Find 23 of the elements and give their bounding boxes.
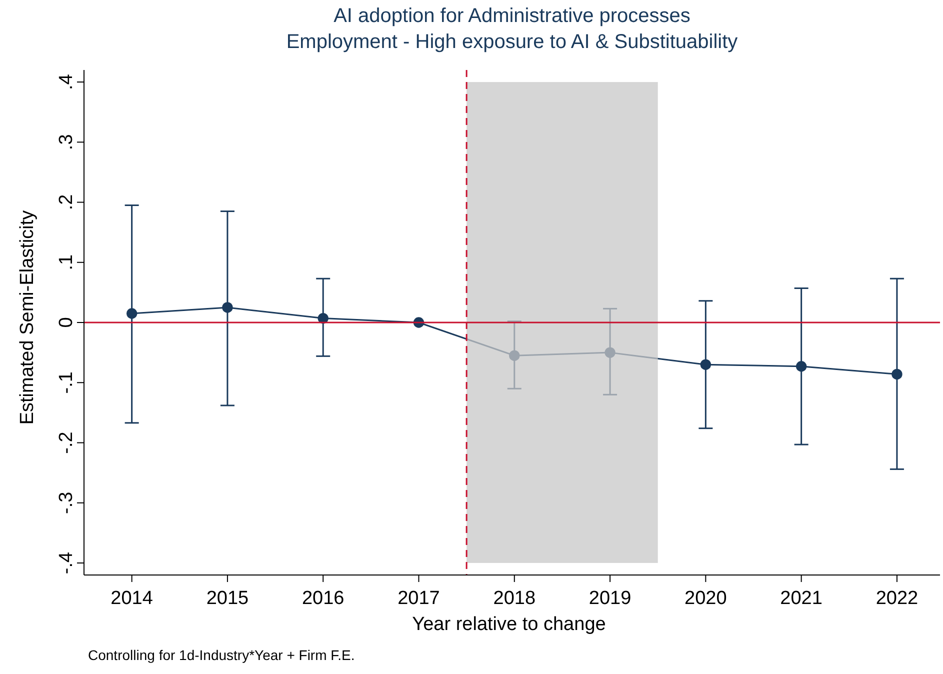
y-tick-label: .1: [56, 254, 77, 270]
x-tick-label: 2020: [684, 588, 727, 609]
x-tick-label: 2021: [780, 588, 822, 609]
y-tick-label: .4: [56, 74, 77, 90]
y-tick-label: 0: [56, 317, 77, 328]
x-tick-label: 2018: [493, 588, 536, 609]
y-tick-label: -.4: [56, 551, 77, 574]
x-tick-label: 2016: [302, 588, 344, 609]
chart-subtitle: Employment - High exposure to AI & Substituability: [286, 31, 738, 53]
x-tick-label: 2014: [110, 588, 154, 609]
x-tick-label: 2015: [206, 588, 249, 609]
chart-title: AI adoption for Administrative processes: [334, 5, 690, 27]
y-tick-label: -.2: [56, 432, 77, 454]
y-axis-title: Estimated Semi-Elasticity: [17, 210, 38, 425]
y-tick-label: -.3: [56, 492, 77, 514]
x-tick-label: 2022: [876, 588, 918, 609]
y-tick-label: -.1: [56, 372, 77, 394]
x-tick-label: 2017: [398, 588, 440, 609]
y-tick-label: .2: [56, 194, 77, 210]
x-tick-label: 2019: [588, 588, 632, 609]
text: Controlling for 1d-Industry*Year + Firm F.E.: [88, 647, 355, 663]
x-axis-title: Year relative to change: [412, 614, 606, 635]
y-tick-label: .3: [56, 134, 77, 150]
